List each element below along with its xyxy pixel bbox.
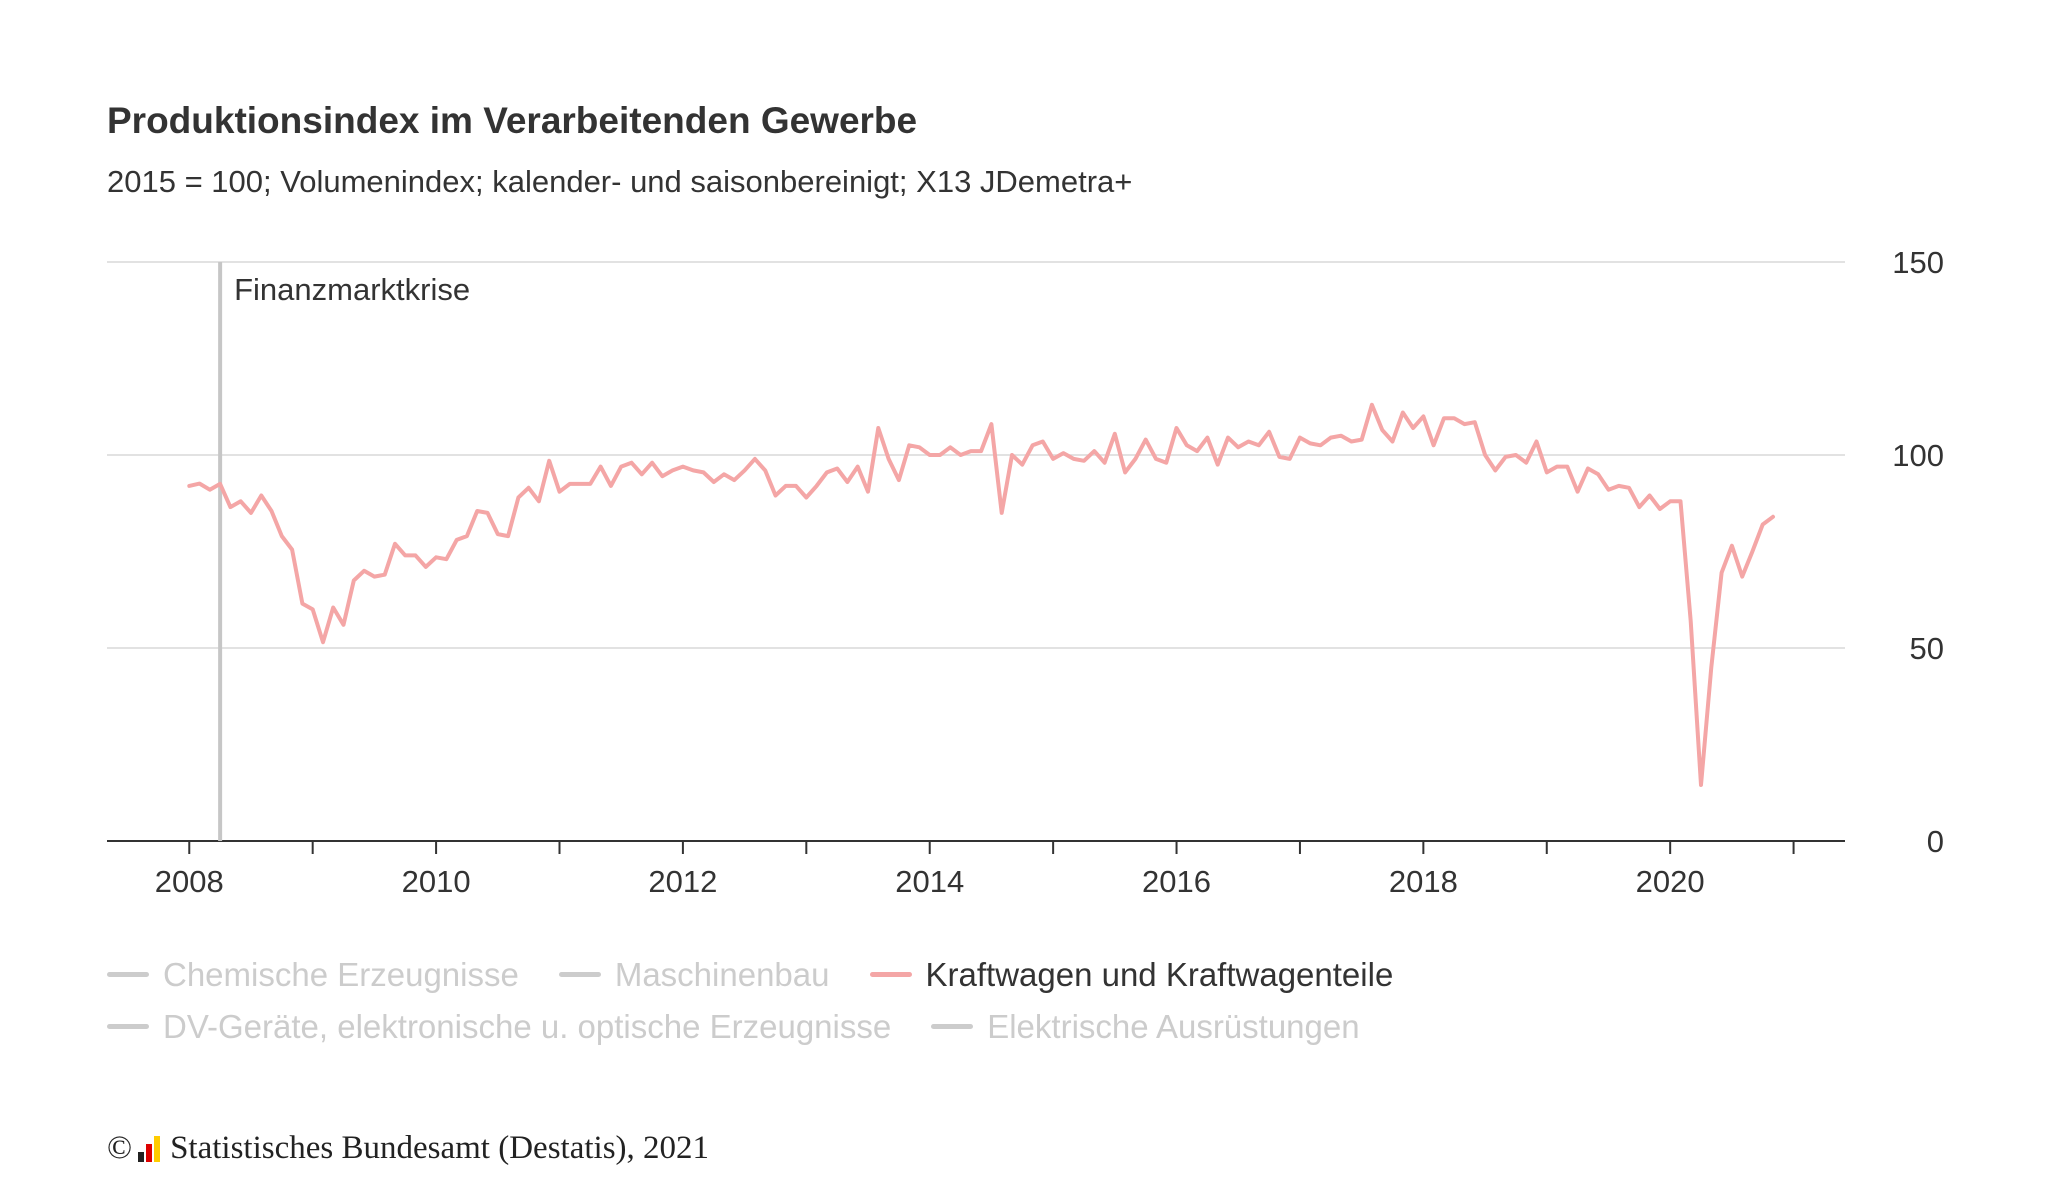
legend-item-maschinenbau[interactable]: Maschinenbau xyxy=(558,955,830,993)
x-tick-label: 2008 xyxy=(155,864,224,899)
y-tick-label: 0 xyxy=(1927,824,1944,859)
destatis-logo-icon xyxy=(138,1135,162,1162)
legend-item-kraftwagen[interactable]: Kraftwagen und Kraftwagenteile xyxy=(869,955,1394,993)
y-tick-label: 150 xyxy=(1892,245,1944,280)
legend-swatch xyxy=(107,971,149,977)
x-tick-label: 2016 xyxy=(1142,864,1211,899)
source-text: Statistisches Bundesamt (Destatis), 2021 xyxy=(170,1130,710,1166)
logo-bar xyxy=(138,1151,145,1162)
legend-item-dv-geraete[interactable]: DV-Geräte, elektronische u. optische Erz… xyxy=(107,1010,891,1043)
x-tick-label: 2020 xyxy=(1636,864,1705,899)
legend-label: Kraftwagen und Kraftwagenteile xyxy=(925,955,1394,993)
legend-item-chemische-erzeugnisse[interactable]: Chemische Erzeugnisse xyxy=(107,958,519,991)
source-footer: © Statistisches Bundesamt (Destatis), 20… xyxy=(107,1130,709,1167)
legend-label: DV-Geräte, elektronische u. optische Erz… xyxy=(163,1007,892,1045)
y-tick-label: 100 xyxy=(1892,438,1944,473)
legend-label: Elektrische Ausrüstungen xyxy=(987,1007,1360,1045)
series-line-kraftwagen xyxy=(187,402,1775,787)
legend-swatch xyxy=(931,1023,974,1029)
legend-swatch xyxy=(558,971,601,977)
legend-swatch xyxy=(107,1023,149,1029)
legend-item-elektrische-ausruestungen[interactable]: Elektrische Ausrüstungen xyxy=(931,1007,1360,1045)
legend-label: Maschinenbau xyxy=(614,955,830,993)
x-tick-label: 2010 xyxy=(402,864,471,899)
logo-bar xyxy=(154,1135,161,1162)
chart-title: Produktionsindex im Verarbeitenden Gewer… xyxy=(107,100,918,141)
chart-subtitle: 2015 = 100; Volumenindex; kalender- und … xyxy=(107,164,1133,199)
x-tick-label: 2018 xyxy=(1389,864,1458,899)
x-tick-label: 2014 xyxy=(895,864,964,899)
legend-row: Chemische Erzeugnisse Maschinenbau Kraft… xyxy=(107,948,1433,1000)
legend: Chemische Erzeugnisse Maschinenbau Kraft… xyxy=(107,948,1433,1052)
logo-bar xyxy=(146,1143,153,1162)
legend-label: Chemische Erzeugnisse xyxy=(163,955,519,993)
copyright-symbol: © xyxy=(107,1130,133,1166)
y-tick-label: 50 xyxy=(1910,631,1944,666)
legend-swatch xyxy=(869,971,912,977)
legend-row: DV-Geräte, elektronische u. optische Erz… xyxy=(107,1000,1433,1052)
annotation-label: Finanzmarktkrise xyxy=(234,272,470,307)
x-tick-label: 2012 xyxy=(648,864,717,899)
